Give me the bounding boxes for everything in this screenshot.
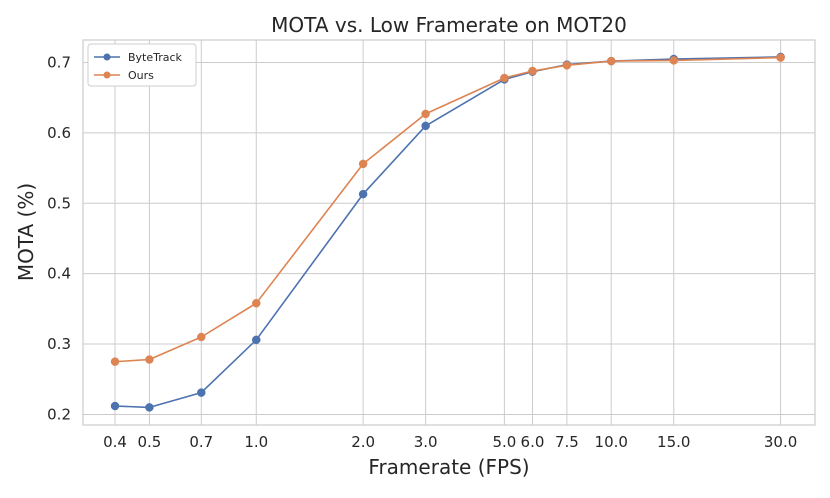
x-tick-label: 2.0 <box>351 433 375 451</box>
legend-label-bytetrack: ByteTrack <box>128 51 183 64</box>
plot-frame <box>82 39 816 426</box>
x-tick-label: 15.0 <box>657 433 690 451</box>
x-tick-label: 1.0 <box>244 433 268 451</box>
data-point-ours <box>669 56 678 65</box>
data-point-bytetrack <box>197 388 206 397</box>
data-point-bytetrack <box>145 403 154 412</box>
x-tick-label: 10.0 <box>595 433 628 451</box>
x-tick-label: 6.0 <box>521 433 545 451</box>
chart-title: MOTA vs. Low Framerate on MOT20 <box>271 13 627 37</box>
x-tick-label: 0.4 <box>103 433 127 451</box>
x-tick-label: 0.7 <box>189 433 213 451</box>
data-point-bytetrack <box>110 401 120 411</box>
y-tick-label: 0.7 <box>47 54 71 72</box>
series-line-ours <box>114 56 781 363</box>
data-point-ours <box>500 73 509 83</box>
legend-marker-ours <box>103 71 111 79</box>
data-point-ours <box>252 298 261 308</box>
data-point-ours <box>358 159 368 169</box>
data-point-bytetrack <box>358 189 368 199</box>
data-point-ours <box>606 56 616 66</box>
plot-background <box>83 40 815 425</box>
data-point-bytetrack <box>421 121 430 131</box>
y-tick-label: 0.4 <box>47 265 71 283</box>
data-point-bytetrack <box>252 335 261 345</box>
y-tick-label: 0.3 <box>47 335 71 353</box>
data-point-ours <box>197 332 206 342</box>
x-tick-label: 7.5 <box>555 433 579 451</box>
data-point-ours <box>528 66 537 76</box>
legend-marker-bytetrack <box>103 53 111 61</box>
x-tick-label: 0.5 <box>137 433 161 451</box>
x-tick-label: 3.0 <box>414 433 438 451</box>
data-point-ours <box>421 109 430 119</box>
x-axis-title: Framerate (FPS) <box>368 455 529 479</box>
legend-label-ours: Ours <box>128 69 154 82</box>
data-point-ours <box>110 357 120 366</box>
data-point-ours <box>562 61 572 70</box>
y-tick-label: 0.2 <box>47 405 71 423</box>
data-point-ours <box>776 53 785 62</box>
y-tick-label: 0.6 <box>47 124 71 142</box>
data-point-ours <box>145 355 154 364</box>
x-tick-label: 30.0 <box>764 433 797 451</box>
y-tick-label: 0.5 <box>47 194 71 212</box>
y-axis-title: MOTA (%) <box>14 183 38 281</box>
plot-area: 0.2 0.3 0.4 0.5 0.6 0.7 0.4 0.5 0.7 1.0 2.0 3.0 5.0 6… <box>47 39 816 451</box>
x-tick-label: 5.0 <box>492 433 516 451</box>
legend: ByteTrack Ours <box>87 43 197 87</box>
